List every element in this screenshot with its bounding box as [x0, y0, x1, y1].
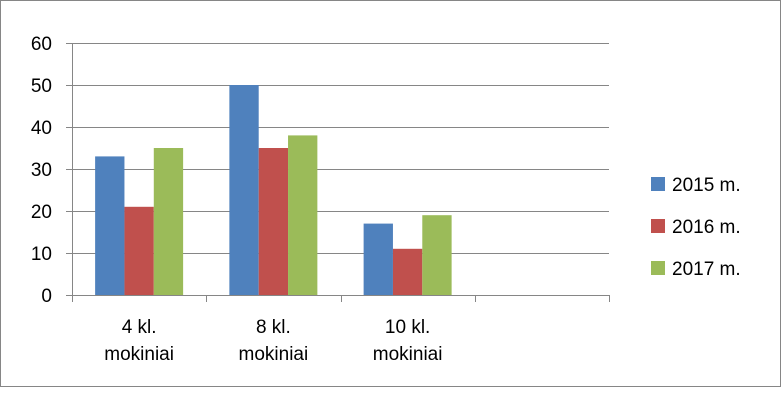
y-tick-label: 0 [41, 286, 52, 307]
x-tick-label: 10 kl. [385, 317, 430, 338]
legend-label: 2016 m. [672, 217, 741, 238]
axes [66, 43, 610, 302]
x-tick-label: 8 kl. [256, 317, 291, 338]
legend-swatch [651, 219, 665, 233]
bar-2017-m [153, 148, 184, 295]
legend-swatch [651, 261, 665, 275]
bar-2017-m [422, 215, 452, 295]
bar-2016-m [258, 148, 289, 295]
legend-label: 2015 m. [672, 175, 741, 196]
x-tick-label: mokiniai [373, 344, 443, 365]
bar-2016-m [124, 206, 154, 295]
legend: 2015 m. 2016 m. 2017 m. [651, 175, 741, 280]
y-tick-label: 40 [31, 118, 52, 139]
x-axis-tick-labels: 4 kl. mokiniai 8 kl. mokiniai 10 kl. mokiniai [104, 317, 442, 365]
y-tick-label: 60 [31, 34, 52, 55]
x-tick-label: 4 kl. [122, 317, 157, 338]
x-tick-label: mokiniai [239, 344, 309, 365]
x-tick-label: mokiniai [104, 344, 174, 365]
legend-label: 2017 m. [672, 259, 741, 280]
bar-2015-m [95, 156, 125, 295]
y-tick-label: 50 [31, 76, 52, 97]
y-tick-label: 10 [31, 244, 52, 265]
bars [95, 85, 452, 295]
y-tick-label: 30 [31, 160, 52, 181]
legend-swatch [651, 177, 665, 191]
y-axis-tick-labels: 0 10 20 30 40 50 60 [31, 34, 52, 307]
bar-2015-m [229, 85, 259, 295]
bar-2015-m [363, 223, 393, 295]
y-tick-label: 20 [31, 202, 52, 223]
bar-2017-m [288, 135, 318, 295]
bar-2016-m [392, 248, 423, 295]
